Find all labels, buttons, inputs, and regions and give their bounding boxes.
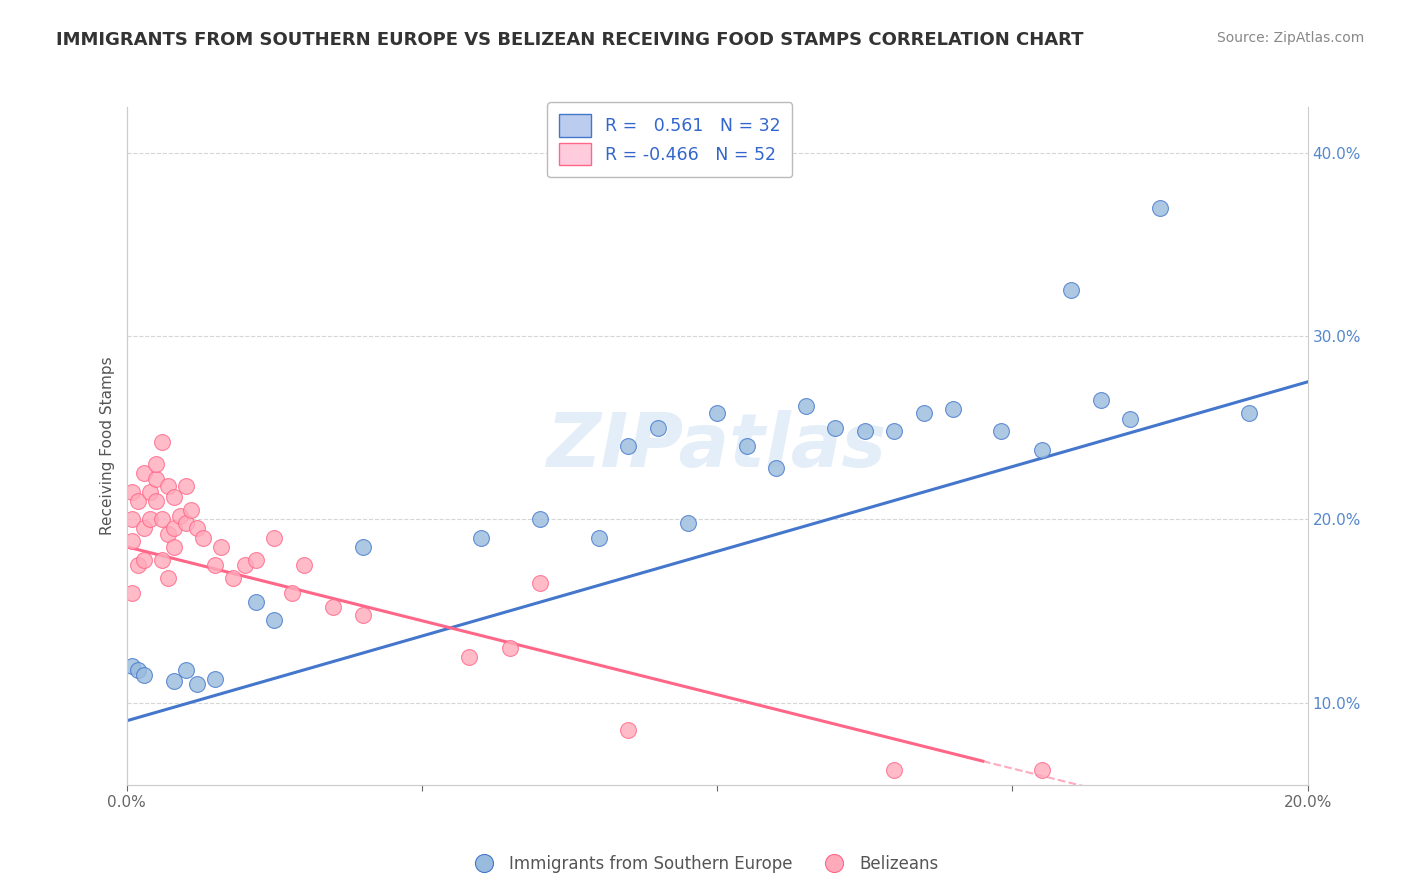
Y-axis label: Receiving Food Stamps: Receiving Food Stamps (100, 357, 115, 535)
Legend: R =   0.561   N = 32, R = -0.466   N = 52: R = 0.561 N = 32, R = -0.466 N = 52 (547, 103, 793, 178)
Point (1090, 393, 1112, 408)
Point (163, 540, 186, 554)
Point (281, 585, 304, 599)
Point (127, 494, 149, 508)
Text: IMMIGRANTS FROM SOUTHERN EUROPE VS BELIZEAN RECEIVING FOOD STAMPS CORRELATION CH: IMMIGRANTS FROM SOUTHERN EUROPE VS BELIZ… (56, 31, 1084, 49)
Point (617, 723, 640, 737)
Point (470, 531, 492, 545)
Point (1031, 764, 1053, 778)
Point (150, 552, 173, 566)
Point (150, 512, 173, 526)
Point (204, 558, 226, 573)
Point (617, 439, 640, 453)
Point (134, 521, 156, 535)
Point (824, 420, 846, 434)
Point (1031, 442, 1053, 457)
Point (883, 425, 905, 439)
Point (735, 439, 758, 453)
Point (145, 472, 167, 486)
Point (193, 531, 215, 545)
Point (529, 576, 551, 591)
Point (156, 479, 179, 493)
Point (150, 435, 173, 450)
Point (794, 399, 817, 413)
Point (765, 461, 787, 475)
Point (127, 558, 149, 573)
Point (169, 508, 191, 523)
Point (121, 585, 143, 599)
Point (647, 420, 669, 434)
Point (121, 512, 143, 526)
Point (1149, 201, 1171, 215)
Point (1060, 283, 1083, 297)
Point (174, 516, 197, 530)
Point (529, 512, 551, 526)
Point (1119, 411, 1142, 425)
Point (499, 640, 522, 655)
Point (180, 503, 202, 517)
Point (174, 663, 197, 677)
Point (883, 764, 905, 778)
Point (263, 613, 285, 627)
Point (145, 494, 167, 508)
Point (156, 571, 179, 585)
Point (174, 479, 197, 493)
Point (322, 600, 344, 615)
Point (156, 527, 179, 541)
Point (676, 516, 699, 530)
Point (990, 425, 1012, 439)
Point (245, 552, 267, 566)
Point (853, 425, 876, 439)
Point (163, 521, 186, 535)
Point (121, 534, 143, 549)
Point (186, 521, 208, 535)
Point (145, 458, 167, 472)
Point (352, 540, 374, 554)
Point (912, 406, 935, 420)
Legend: Immigrants from Southern Europe, Belizeans: Immigrants from Southern Europe, Belizea… (461, 848, 945, 880)
Point (121, 484, 143, 499)
Point (263, 531, 285, 545)
Point (139, 512, 162, 526)
Point (1237, 406, 1260, 420)
Point (121, 658, 143, 673)
Point (942, 402, 965, 417)
Point (245, 595, 267, 609)
Point (163, 673, 186, 688)
Text: Source: ZipAtlas.com: Source: ZipAtlas.com (1216, 31, 1364, 45)
Point (127, 663, 149, 677)
Point (706, 406, 728, 420)
Point (134, 467, 156, 481)
Point (292, 558, 315, 573)
Point (222, 571, 245, 585)
Point (163, 491, 186, 505)
Point (588, 531, 610, 545)
Point (209, 540, 232, 554)
Point (458, 649, 481, 664)
Point (186, 677, 208, 691)
Point (233, 558, 256, 573)
Point (134, 552, 156, 566)
Text: ZIPatlas: ZIPatlas (547, 409, 887, 483)
Point (139, 484, 162, 499)
Point (352, 607, 374, 622)
Point (134, 668, 156, 682)
Point (204, 672, 226, 686)
